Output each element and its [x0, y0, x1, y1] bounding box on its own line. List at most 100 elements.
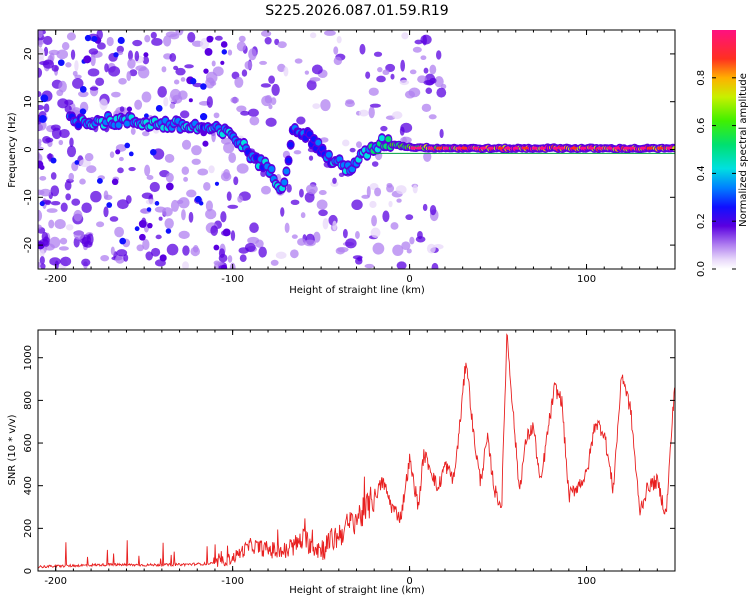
- noise-blob: [116, 45, 124, 54]
- noise-blob: [142, 56, 150, 65]
- ridge-core: [571, 146, 578, 150]
- noise-blob: [197, 168, 209, 176]
- noise-blob: [214, 181, 220, 186]
- noise-blob: [206, 96, 213, 108]
- noise-blob: [150, 31, 157, 39]
- noise-blob: [400, 136, 412, 144]
- noise-blob: [423, 67, 429, 74]
- noise-blob: [386, 184, 395, 193]
- noise-blob: [73, 230, 85, 240]
- noise-blob: [426, 243, 436, 254]
- noise-blob: [83, 240, 93, 248]
- noise-blob: [143, 113, 149, 119]
- noise-blob: [342, 139, 350, 147]
- noise-blob: [151, 37, 163, 46]
- noise-blob: [116, 199, 129, 210]
- noise-blob: [422, 203, 428, 212]
- ridge-core: [588, 146, 595, 150]
- noise-blob: [248, 48, 257, 61]
- noise-blob: [414, 39, 423, 45]
- noise-blob: [365, 71, 371, 79]
- noise-blob: [134, 99, 143, 110]
- noise-blob: [138, 219, 147, 228]
- noise-blob: [333, 46, 339, 55]
- noise-blob: [230, 97, 239, 104]
- noise-blob: [38, 67, 43, 78]
- noise-blob: [271, 83, 280, 96]
- noise-blob: [126, 106, 133, 112]
- noise-blob: [38, 224, 42, 230]
- ridge-core: [504, 146, 511, 150]
- colorbar-label: Normalized spectral amplitude: [738, 73, 749, 227]
- noise-blob: [200, 113, 208, 121]
- noise-blob: [345, 238, 357, 249]
- noise-blob: [50, 124, 61, 131]
- noise-blob: [89, 86, 99, 91]
- ridge-core: [442, 146, 449, 150]
- noise-blob: [294, 58, 303, 64]
- noise-blob: [70, 49, 76, 60]
- noise-blob: [86, 165, 97, 174]
- ridge-core: [639, 146, 646, 150]
- noise-blob: [372, 242, 385, 255]
- noise-blob: [164, 153, 175, 163]
- colorbar-ticks: 0.0 0.2 0.4 0.6 0.8: [696, 70, 736, 277]
- y-tick-label: -10: [23, 189, 34, 205]
- noise-blob: [318, 190, 327, 196]
- noise-blob: [261, 185, 271, 195]
- noise-blob: [190, 78, 197, 85]
- noise-blob: [204, 47, 213, 56]
- noise-blob: [176, 199, 184, 204]
- ridge-blob: [325, 151, 332, 158]
- noise-blob: [38, 209, 43, 222]
- colorbar-tick-label: 0.8: [696, 70, 707, 86]
- noise-blob: [56, 89, 64, 97]
- noise-blob: [123, 254, 129, 262]
- noise-blob: [203, 68, 209, 74]
- noise-blob: [163, 96, 169, 107]
- noise-blob: [181, 139, 192, 150]
- noise-blob: [128, 50, 133, 61]
- noise-blob: [371, 215, 377, 227]
- noise-blob: [79, 159, 91, 168]
- noise-blob: [188, 211, 194, 223]
- noise-blob: [71, 198, 81, 206]
- noise-blob: [87, 68, 100, 77]
- noise-blob: [220, 172, 232, 182]
- noise-blob: [390, 73, 395, 80]
- colorbar-tick-label: 0.0: [696, 261, 707, 277]
- noise-blob: [320, 137, 329, 143]
- colorbar-gradient: [712, 30, 736, 269]
- noise-blob: [161, 66, 167, 73]
- noise-blob: [401, 241, 411, 251]
- noise-blob: [143, 52, 149, 58]
- noise-blob: [109, 216, 119, 222]
- noise-blob: [38, 47, 43, 53]
- noise-blob: [90, 190, 102, 203]
- noise-blob: [58, 246, 69, 251]
- noise-blob: [183, 176, 189, 182]
- noise-blob: [38, 142, 42, 147]
- ridge-core: [596, 146, 603, 150]
- noise-blob: [78, 90, 89, 98]
- noise-blob: [361, 194, 370, 199]
- noise-blob: [74, 60, 79, 72]
- noise-blob: [417, 230, 423, 240]
- noise-blob: [297, 238, 306, 246]
- noise-blob: [43, 103, 50, 113]
- noise-blob: [237, 195, 243, 203]
- noise-blob: [111, 178, 119, 186]
- noise-blob: [114, 226, 125, 238]
- noise-blob: [165, 31, 178, 38]
- noise-blob: [79, 108, 87, 115]
- noise-blob: [240, 110, 250, 116]
- noise-blob: [79, 178, 86, 185]
- noise-blob: [165, 182, 174, 191]
- ridge-blob: [283, 168, 290, 175]
- noise-blob: [359, 43, 366, 55]
- noise-blob: [181, 209, 186, 221]
- noise-blob: [344, 100, 355, 108]
- noise-blob: [144, 164, 151, 177]
- ridge-core: [623, 146, 630, 150]
- noise-blob: [227, 49, 233, 56]
